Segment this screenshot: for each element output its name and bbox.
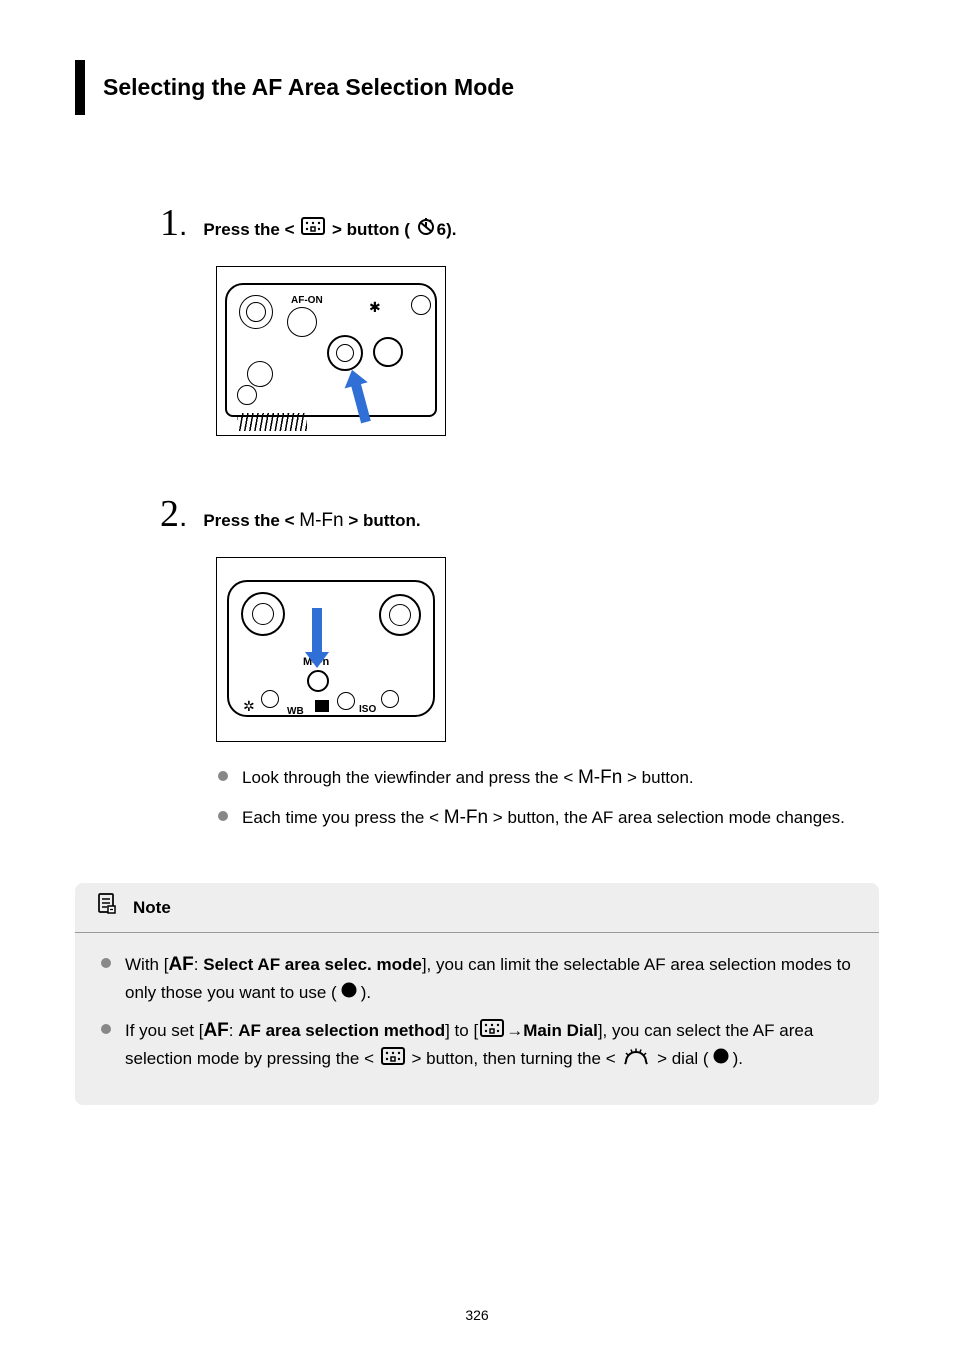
- af-grid-icon: [381, 1047, 405, 1073]
- af-grid-icon: [480, 1019, 504, 1045]
- note-box: Note With [AF: Select AF area selec. mod…: [75, 883, 879, 1106]
- bullet-2: Each time you press the < M-Fn > button,…: [216, 804, 879, 833]
- mfn-icon-text: M-Fn: [299, 510, 343, 531]
- step-2: 2. Press the < M-Fn > button. M-Fn WB IS…: [160, 486, 879, 833]
- link-icon[interactable]: [711, 1046, 731, 1074]
- note-item-1: With [AF: Select AF area selec. mode], y…: [97, 951, 857, 1007]
- step-2-bullets: Look through the viewfinder and press th…: [216, 764, 879, 833]
- af-grid-icon: [301, 217, 325, 243]
- step-1-title: Press the < > button ( 6).: [203, 217, 456, 243]
- heading-text: Selecting the AF Area Selection Mode: [103, 70, 879, 105]
- mfn-icon-text: M-Fn: [578, 767, 622, 788]
- step-2-head: 2. Press the < M-Fn > button.: [160, 486, 879, 543]
- bullet-1: Look through the viewfinder and press th…: [216, 764, 879, 793]
- page-heading: Selecting the AF Area Selection Mode: [75, 60, 879, 115]
- step-1-number: 1.: [160, 195, 187, 252]
- af-icon-text: AF: [203, 1020, 228, 1041]
- af-icon-text: AF: [168, 954, 193, 975]
- note-header: Note: [75, 883, 879, 934]
- page-number: 326: [75, 1305, 879, 1326]
- note-item-2: If you set [AF: AF area selection method…: [97, 1017, 857, 1073]
- link-icon[interactable]: [339, 980, 359, 1008]
- step-2-title: Press the < M-Fn > button.: [203, 507, 420, 536]
- note-title: Note: [133, 895, 171, 921]
- step-2-diagram: M-Fn WB ISO ✲: [216, 557, 446, 742]
- arrow-icon: [303, 606, 331, 670]
- note-icon: [97, 893, 117, 923]
- timer-icon: [417, 217, 435, 243]
- step-2-number: 2.: [160, 486, 187, 543]
- step-1: 1. Press the < > button ( 6). AF-ON ✱: [160, 195, 879, 436]
- step-1-diagram: AF-ON ✱: [216, 266, 446, 436]
- step-1-head: 1. Press the < > button ( 6).: [160, 195, 879, 252]
- note-list: With [AF: Select AF area selec. mode], y…: [75, 951, 879, 1073]
- mfn-icon-text: M-Fn: [444, 807, 488, 828]
- main-dial-icon: [622, 1046, 650, 1074]
